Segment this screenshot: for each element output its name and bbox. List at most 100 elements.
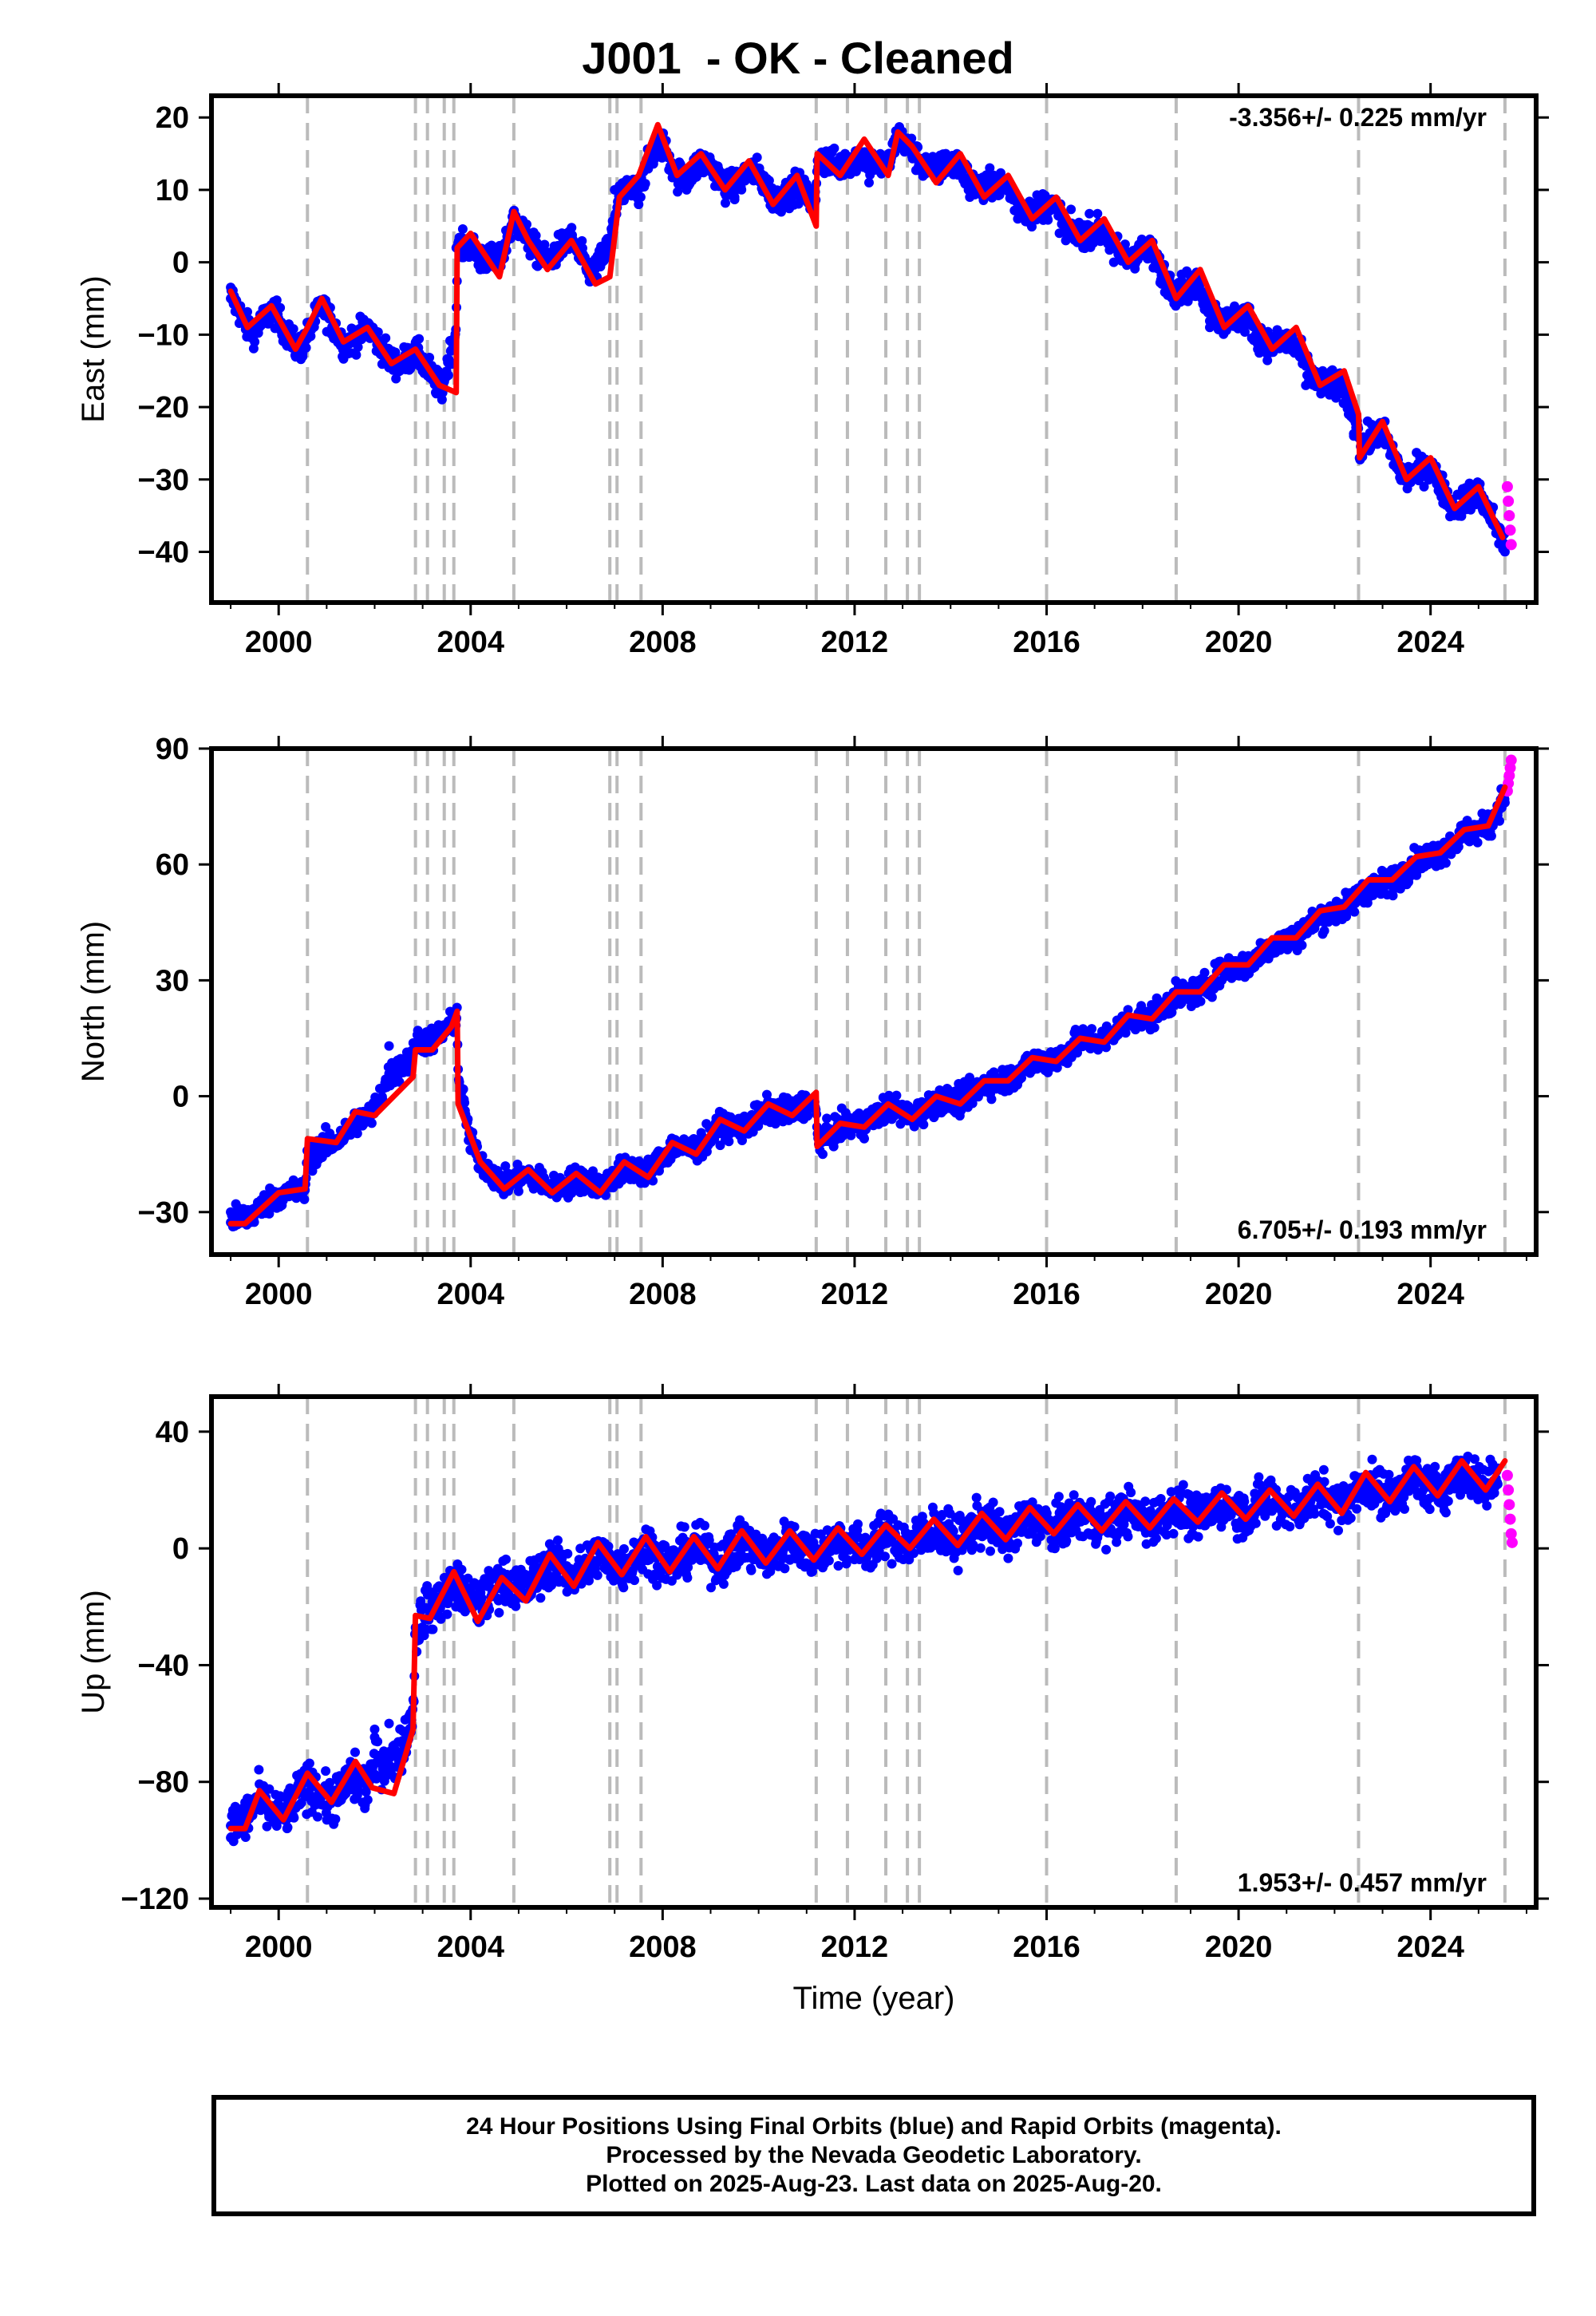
final-orbit-point <box>822 1113 832 1124</box>
final-orbit-point <box>879 1117 890 1127</box>
final-orbit-point <box>351 350 361 360</box>
final-orbit-point <box>985 163 995 173</box>
rate-label: -3.356+/- 0.225 mm/yr <box>1229 103 1487 132</box>
final-orbit-point <box>531 231 541 241</box>
final-orbit-point <box>635 192 646 202</box>
final-orbit-point <box>1420 467 1431 477</box>
final-orbit-point <box>1224 967 1235 978</box>
y-tick-label: −30 <box>138 1196 189 1230</box>
final-orbit-point <box>989 170 999 180</box>
final-orbit-point <box>282 1822 293 1832</box>
final-orbit-point <box>1061 235 1071 246</box>
final-orbit-point <box>1092 208 1103 219</box>
plot-area-east <box>226 96 1517 603</box>
final-orbit-point <box>304 1758 314 1769</box>
rapid-orbit-point <box>1504 524 1516 536</box>
final-orbit-point <box>1156 279 1167 289</box>
final-orbit-point <box>577 235 587 246</box>
final-orbit-point <box>1013 214 1023 224</box>
x-tick-label: 2016 <box>1013 1278 1080 1311</box>
final-orbit-point <box>634 200 644 210</box>
final-orbit-point <box>1084 208 1095 219</box>
final-orbit-point <box>443 370 453 381</box>
panel-up: 2000 2004 2008 2012 2016 2020 2024400−40−80−12… <box>76 1384 1549 2016</box>
model-line <box>227 121 1506 540</box>
y-tick-label: 20 <box>156 101 189 135</box>
final-orbit-point <box>353 342 363 352</box>
final-orbit-point <box>1319 926 1329 936</box>
final-orbit-point <box>539 239 550 250</box>
final-orbit-point <box>1240 327 1250 337</box>
final-orbit-point <box>1440 858 1451 868</box>
final-orbit-point <box>384 1041 394 1051</box>
final-orbit-point <box>288 324 298 334</box>
x-tick-label: 2008 <box>629 626 697 659</box>
chart-canvas: 2000 2004 2008 2012 2016 2020 202420100−10−20−… <box>76 83 1549 2016</box>
final-orbit-point <box>458 1084 468 1094</box>
final-orbit-point <box>437 1022 447 1032</box>
rapid-orbit-point <box>1503 496 1515 507</box>
y-tick-label: −40 <box>138 536 189 570</box>
final-orbit-point <box>1499 797 1510 808</box>
final-orbit-point <box>610 184 620 195</box>
final-orbit-point <box>1066 204 1077 215</box>
final-orbit-point <box>863 177 874 188</box>
final-orbit-point <box>1032 1060 1042 1070</box>
x-tick-label: 2020 <box>1205 1278 1273 1311</box>
final-orbit-point <box>1043 215 1053 225</box>
final-orbit-point <box>918 1120 929 1130</box>
x-tick-label: 2016 <box>1013 626 1080 659</box>
x-tick-label: 2008 <box>629 1278 697 1311</box>
final-orbit-point <box>803 1111 813 1121</box>
final-orbit-point <box>617 1175 627 1185</box>
model-line <box>227 784 1508 1227</box>
final-orbit-point <box>354 1786 364 1796</box>
x-tick-label: 2024 <box>1396 626 1464 659</box>
final-orbit-point <box>391 373 401 384</box>
final-orbit-point <box>1349 431 1359 441</box>
panel-frame <box>209 746 1539 1257</box>
final-orbit-point <box>967 1098 978 1109</box>
final-orbit-point <box>240 1832 251 1842</box>
x-tick-label: 2024 <box>1396 1278 1464 1311</box>
final-orbit-point <box>891 1090 902 1101</box>
y-tick-label: 0 <box>172 247 189 280</box>
final-orbit-point <box>317 308 327 318</box>
final-orbit-point <box>681 184 692 195</box>
plot-area-up <box>226 1397 1518 1907</box>
final-orbit-point <box>752 152 762 163</box>
final-orbit-point <box>1499 547 1510 557</box>
final-orbit-point <box>1462 816 1472 826</box>
final-orbit-point <box>475 264 485 275</box>
final-orbit-point <box>460 1097 470 1108</box>
final-orbit-point <box>1037 192 1047 202</box>
final-orbit-point <box>1052 1062 1062 1073</box>
final-orbit-point <box>1199 967 1210 978</box>
x-tick-label: 2004 <box>437 1278 505 1311</box>
final-orbit-point <box>1149 1022 1159 1033</box>
final-orbit-point <box>325 1777 335 1788</box>
final-orbit-point <box>1087 1024 1097 1034</box>
y-axis-label: North (mm) <box>76 921 111 1082</box>
final-orbit-point <box>1253 344 1263 354</box>
final-orbit-point <box>829 143 839 153</box>
final-orbit-point <box>275 302 286 313</box>
final-orbit-point <box>1486 831 1496 841</box>
final-orbit-point <box>1272 944 1282 954</box>
final-orbit-point <box>724 1136 734 1147</box>
final-orbit-point <box>457 224 468 234</box>
final-orbit-point <box>1108 257 1119 267</box>
final-orbit-point <box>1368 890 1378 900</box>
final-orbit-point <box>1320 917 1330 927</box>
final-orbit-point <box>1301 380 1311 390</box>
final-orbit-point <box>390 347 401 358</box>
final-orbit-point <box>313 1812 322 1822</box>
final-orbit-point <box>1464 832 1474 843</box>
final-orbit-point <box>373 327 383 338</box>
final-orbit-point <box>341 344 351 354</box>
final-orbit-point <box>737 1136 747 1145</box>
final-orbit-point <box>1123 1005 1133 1015</box>
final-orbit-point <box>986 1094 997 1105</box>
y-tick-label: 60 <box>156 848 189 882</box>
